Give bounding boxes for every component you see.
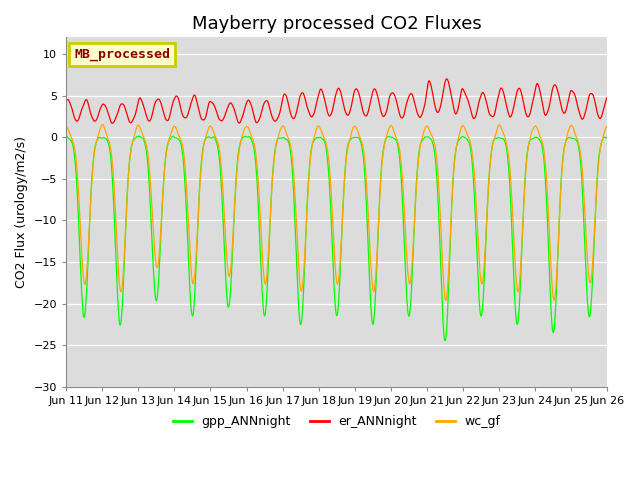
- er_ANNnight: [109, 120, 116, 126]
- Y-axis label: CO2 Flux (urology/m2/s): CO2 Flux (urology/m2/s): [15, 136, 28, 288]
- er_ANNnight: [492, 104, 500, 110]
- wc_gf: [421, 126, 429, 132]
- wc_gf: [183, 190, 191, 196]
- er_ANNnight: [244, 98, 252, 104]
- er_ANNnight: [604, 94, 611, 100]
- gpp_ANNnight: [170, 133, 177, 139]
- gpp_ANNnight: [441, 338, 449, 344]
- gpp_ANNnight: [420, 134, 428, 140]
- gpp_ANNnight: [62, 133, 70, 139]
- Title: Mayberry processed CO2 Fluxes: Mayberry processed CO2 Fluxes: [192, 15, 482, 33]
- gpp_ANNnight: [182, 209, 190, 215]
- wc_gf: [244, 124, 252, 130]
- Line: gpp_ANNnight: gpp_ANNnight: [66, 136, 607, 341]
- Legend: gpp_ANNnight, er_ANNnight, wc_gf: gpp_ANNnight, er_ANNnight, wc_gf: [168, 410, 506, 433]
- Line: er_ANNnight: er_ANNnight: [66, 79, 607, 123]
- wc_gf: [62, 124, 70, 130]
- Line: wc_gf: wc_gf: [66, 124, 607, 300]
- gpp_ANNnight: [492, 135, 500, 141]
- wc_gf: [492, 130, 500, 136]
- wc_gf: [442, 298, 449, 303]
- er_ANNnight: [183, 114, 191, 120]
- er_ANNnight: [540, 108, 548, 114]
- er_ANNnight: [443, 76, 451, 82]
- gpp_ANNnight: [540, 153, 547, 158]
- wc_gf: [604, 123, 611, 129]
- gpp_ANNnight: [604, 134, 611, 140]
- er_ANNnight: [62, 97, 70, 103]
- wc_gf: [170, 124, 177, 130]
- Text: MB_processed: MB_processed: [74, 48, 170, 61]
- er_ANNnight: [421, 101, 429, 107]
- er_ANNnight: [170, 97, 177, 103]
- gpp_ANNnight: [243, 134, 251, 140]
- wc_gf: [540, 147, 548, 153]
- wc_gf: [99, 121, 106, 127]
